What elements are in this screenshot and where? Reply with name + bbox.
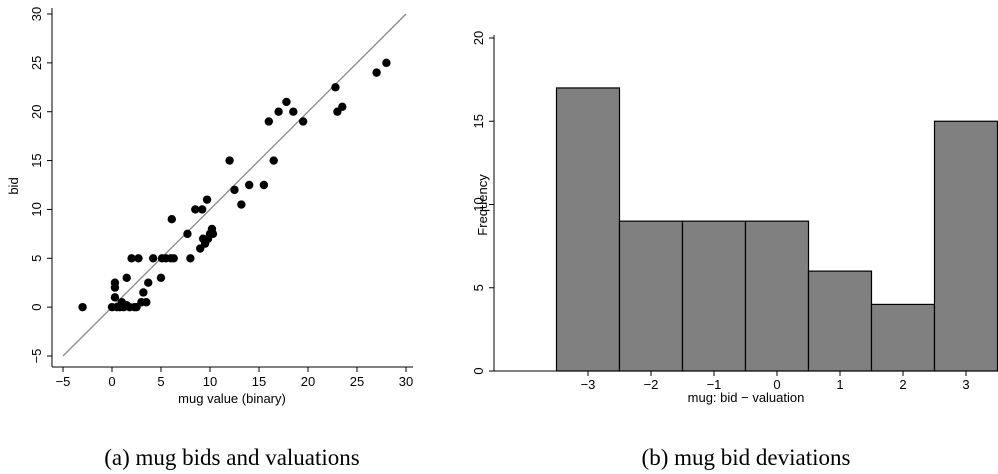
histogram-y-tick-label: 0 — [471, 367, 486, 374]
scatter-x-tick-label: 15 — [252, 374, 266, 389]
histogram-bar — [870, 303, 936, 372]
histogram-bar — [555, 87, 621, 372]
scatter-point — [237, 200, 246, 209]
scatter-point — [127, 254, 136, 263]
histogram-y-tick-label: 5 — [471, 284, 486, 291]
scatter-point — [382, 58, 391, 68]
scatter-y-tick-label: 5 — [29, 255, 44, 262]
scatter-point — [148, 254, 158, 263]
histogram-caption: (b) mug bid deviations — [642, 445, 851, 470]
scatter-plot-area — [62, 13, 407, 357]
histogram-bar — [933, 120, 998, 372]
histogram-x-tick-label: 0 — [773, 377, 780, 392]
scatter-x-tick-label: 20 — [301, 374, 315, 389]
scatter-point — [167, 215, 176, 224]
scatter-x-tick-label: 5 — [157, 374, 164, 389]
scatter-point — [269, 156, 278, 165]
scatter-point — [186, 254, 195, 263]
scatter-point — [372, 68, 381, 77]
scatter-point — [338, 102, 347, 112]
histogram-y-axis-title: Frequency — [475, 174, 490, 236]
scatter-point — [274, 107, 283, 116]
scatter-point — [110, 293, 120, 302]
histogram-axes: −3 −2 −1 0 1 2 3 0 5 10 15 20 — [471, 31, 998, 392]
scatter-point — [183, 229, 192, 239]
scatter-x-axis-title: mug value (binary) — [178, 391, 286, 406]
scatter-point — [139, 288, 148, 297]
scatter-point — [134, 254, 143, 263]
scatter-point — [245, 180, 254, 190]
scatter-point — [282, 97, 291, 107]
scatter-x-tick-label: −5 — [56, 374, 71, 389]
scatter-y-axis-title: bid — [6, 177, 21, 194]
histogram-bar — [681, 220, 747, 372]
scatter-point — [298, 117, 308, 126]
scatter-y-tick-label: 10 — [29, 202, 44, 216]
histogram-x-tick-label: −3 — [581, 377, 596, 392]
scatter-x-tick-label: 0 — [108, 374, 115, 389]
scatter-y-tick-label: 20 — [29, 104, 44, 118]
scatter-point — [208, 229, 218, 239]
scatter-point — [289, 107, 298, 116]
scatter-point — [230, 185, 239, 195]
histogram-y-tick-label: 20 — [471, 31, 486, 45]
histogram-x-axis-title: mug: bid − valuation — [688, 390, 805, 405]
scatter-point — [78, 302, 87, 312]
histogram-bar — [744, 220, 810, 372]
scatter-point — [169, 254, 178, 263]
scatter-point — [264, 117, 273, 126]
histogram-x-tick-label: 1 — [836, 377, 843, 392]
histogram-x-tick-label: 3 — [962, 377, 969, 392]
histogram-y-tick-label: 15 — [471, 114, 486, 128]
scatter-point — [142, 298, 151, 307]
scatter-point — [202, 195, 212, 204]
scatter-point — [122, 273, 131, 283]
scatter-panel: −5 0 5 10 15 20 25 30 −5 0 5 10 15 20 25 30 mug value (… — [6, 7, 413, 470]
scatter-point — [156, 273, 166, 283]
histogram-bar — [807, 270, 873, 372]
scatter-x-tick-label: 30 — [399, 374, 413, 389]
scatter-point — [331, 83, 340, 92]
scatter-point — [225, 156, 234, 165]
scatter-caption: (a) mug bids and valuations — [104, 445, 360, 470]
scatter-y-tick-label: 15 — [29, 153, 44, 167]
scatter-y-tick-label: 30 — [29, 7, 44, 21]
histogram-x-tick-label: −1 — [707, 377, 722, 392]
scatter-axes: −5 0 5 10 15 20 25 30 −5 0 5 10 15 20 25 30 — [29, 7, 413, 389]
scatter-x-tick-label: 10 — [203, 374, 217, 389]
scatter-y-tick-label: −5 — [29, 349, 44, 364]
histogram-bar — [618, 220, 684, 372]
scatter-point — [144, 278, 153, 287]
scatter-point — [259, 180, 269, 190]
histogram-y-tick-label: 10 — [471, 197, 486, 211]
scatter-y-tick-label: 25 — [29, 56, 44, 70]
scatter-point — [110, 278, 120, 287]
scatter-x-tick-label: 25 — [350, 374, 364, 389]
histogram-x-tick-label: −2 — [644, 377, 659, 392]
scatter-point — [197, 205, 207, 214]
scatter-y-tick-label: 0 — [29, 304, 44, 311]
histogram-x-tick-label: 2 — [899, 377, 906, 392]
scatter-point — [191, 205, 200, 214]
histogram-plot-area — [555, 87, 998, 372]
